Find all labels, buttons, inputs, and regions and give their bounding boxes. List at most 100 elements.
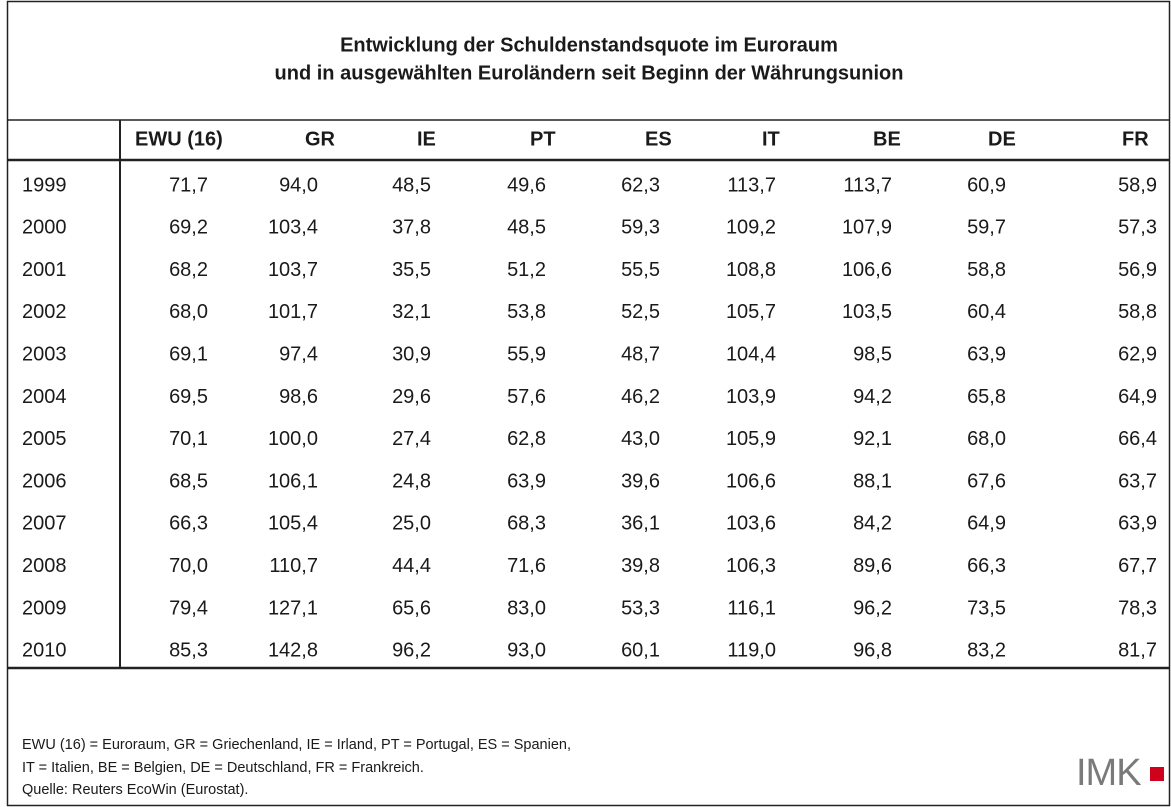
cell: 46,2 [621, 386, 660, 408]
cell: 44,4 [392, 555, 431, 577]
cell: 69,5 [169, 386, 208, 408]
cell: 66,4 [1118, 428, 1157, 450]
cell: 98,6 [279, 386, 318, 408]
cell: 63,9 [507, 470, 546, 492]
cell: 53,3 [621, 597, 660, 619]
cell: 37,8 [392, 217, 431, 239]
cell: 35,5 [392, 259, 431, 281]
cell: 59,7 [967, 217, 1006, 239]
cell: 57,6 [507, 386, 546, 408]
cell: 63,9 [1118, 513, 1157, 535]
row-label: 2005 [22, 428, 67, 450]
cell: 48,7 [621, 343, 660, 365]
row-label: 2006 [22, 470, 67, 492]
cell: 68,5 [169, 470, 208, 492]
column-header: GR [305, 128, 336, 150]
cell: 73,5 [967, 597, 1006, 619]
cell: 110,7 [269, 555, 318, 577]
cell: 71,6 [507, 555, 546, 577]
cell: 103,7 [268, 259, 318, 281]
cell: 36,1 [621, 513, 660, 535]
logo: IMK [1076, 752, 1141, 794]
cell: 64,9 [1118, 386, 1157, 408]
frame [6, 0, 1171, 807]
cell: 103,5 [842, 301, 892, 323]
cell: 53,8 [507, 301, 546, 323]
cell: 88,1 [853, 470, 892, 492]
cell: 59,3 [621, 217, 660, 239]
cell: 39,8 [621, 555, 660, 577]
cell: 106,1 [268, 470, 318, 492]
cell: 106,6 [842, 259, 892, 281]
cell: 58,8 [1118, 301, 1157, 323]
cell: 27,4 [392, 428, 431, 450]
source: Quelle: Reuters EcoWin (Eurostat). [22, 782, 248, 798]
cell: 55,5 [621, 259, 660, 281]
cell: 84,2 [853, 513, 892, 535]
cell: 55,9 [507, 343, 546, 365]
cell: 68,2 [169, 259, 208, 281]
cell: 96,2 [853, 597, 892, 619]
cell: 29,6 [392, 386, 431, 408]
cell: 60,9 [967, 174, 1006, 196]
row-label: 2002 [22, 301, 67, 323]
cell: 100,0 [268, 428, 318, 450]
row-label: 2007 [22, 513, 67, 535]
column-header: IE [417, 128, 436, 150]
cell: 105,4 [268, 513, 318, 535]
cell: 58,9 [1118, 174, 1157, 196]
row-label: 1999 [22, 174, 67, 196]
cell: 62,3 [621, 174, 660, 196]
cell: 60,4 [967, 301, 1006, 323]
cell: 98,5 [853, 343, 892, 365]
note: EWU (16) = Euroraum, GR = Griechenland, … [22, 737, 571, 753]
cell: 96,8 [853, 640, 892, 662]
cell: 127,1 [268, 597, 318, 619]
cell: 97,4 [279, 343, 318, 365]
cell: 116,1 [727, 597, 776, 619]
column-header: FR [1122, 128, 1149, 150]
cell: 51,2 [507, 259, 546, 281]
cell: 68,0 [967, 428, 1006, 450]
cell: 71,7 [169, 174, 208, 196]
column-header: EWU (16) [135, 128, 223, 150]
cell: 62,9 [1118, 343, 1157, 365]
cell: 106,3 [726, 555, 776, 577]
cell: 69,2 [169, 217, 208, 239]
cell: 69,1 [169, 343, 208, 365]
cell: 92,1 [853, 428, 892, 450]
cell: 81,7 [1118, 640, 1157, 662]
cell: 48,5 [507, 217, 546, 239]
column-header: ES [645, 128, 672, 150]
cell: 89,6 [853, 555, 892, 577]
logo-square [1150, 767, 1164, 781]
cell: 113,7 [843, 174, 892, 196]
cell: 105,9 [726, 428, 776, 450]
row-label: 2008 [22, 555, 67, 577]
cell: 58,8 [967, 259, 1006, 281]
cell: 101,7 [268, 301, 318, 323]
cell: 83,2 [967, 640, 1006, 662]
cell: 68,3 [507, 513, 546, 535]
cell: 103,9 [726, 386, 776, 408]
cell: 93,0 [507, 640, 546, 662]
cell: 94,0 [279, 174, 318, 196]
cell: 109,2 [726, 217, 776, 239]
cell: 65,6 [392, 597, 431, 619]
title: und in ausgewählten Euroländern seit Beg… [275, 62, 904, 84]
cell: 56,9 [1118, 259, 1157, 281]
cell: 66,3 [967, 555, 1006, 577]
cell: 43,0 [621, 428, 660, 450]
cell: 85,3 [169, 640, 208, 662]
cell: 70,0 [169, 555, 208, 577]
row-label: 2001 [22, 259, 67, 281]
cell: 79,4 [169, 597, 208, 619]
row-label: 2000 [22, 217, 67, 239]
cell: 113,7 [727, 174, 776, 196]
cell: 49,6 [507, 174, 546, 196]
cell: 52,5 [621, 301, 660, 323]
cell: 70,1 [169, 428, 208, 450]
cell: 104,4 [726, 343, 776, 365]
cell: 64,9 [967, 513, 1006, 535]
